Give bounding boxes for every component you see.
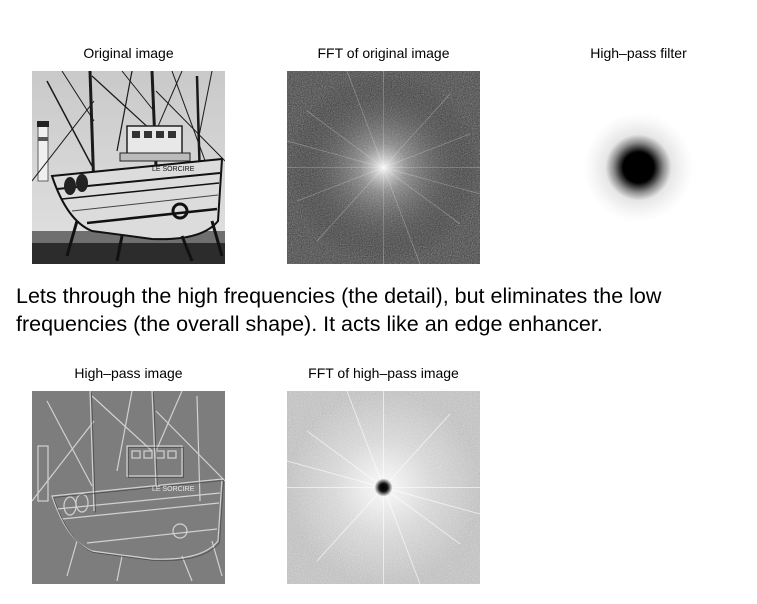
description-text: Lets through the high frequencies (the d… — [16, 284, 662, 336]
fft-original-image — [287, 71, 480, 264]
high-pass-filter-caption: High–pass filter — [590, 45, 687, 61]
original-boat-image: LE SORCIRE — [32, 71, 225, 264]
high-pass-image-caption: High–pass image — [74, 365, 183, 381]
fft-original-caption: FFT of original image — [317, 45, 450, 61]
high-pass-filter-image — [542, 71, 735, 264]
fft-high-pass-image — [287, 391, 480, 584]
fft-high-pass-caption: FFT of high–pass image — [308, 365, 459, 381]
high-pass-boat-image: LE SORCIRE — [32, 391, 225, 584]
boat-name-text: LE SORCIRE — [152, 166, 195, 173]
original-image-caption: Original image — [83, 45, 174, 61]
boat-name-text-edges: LE SORCIRE — [152, 486, 195, 493]
